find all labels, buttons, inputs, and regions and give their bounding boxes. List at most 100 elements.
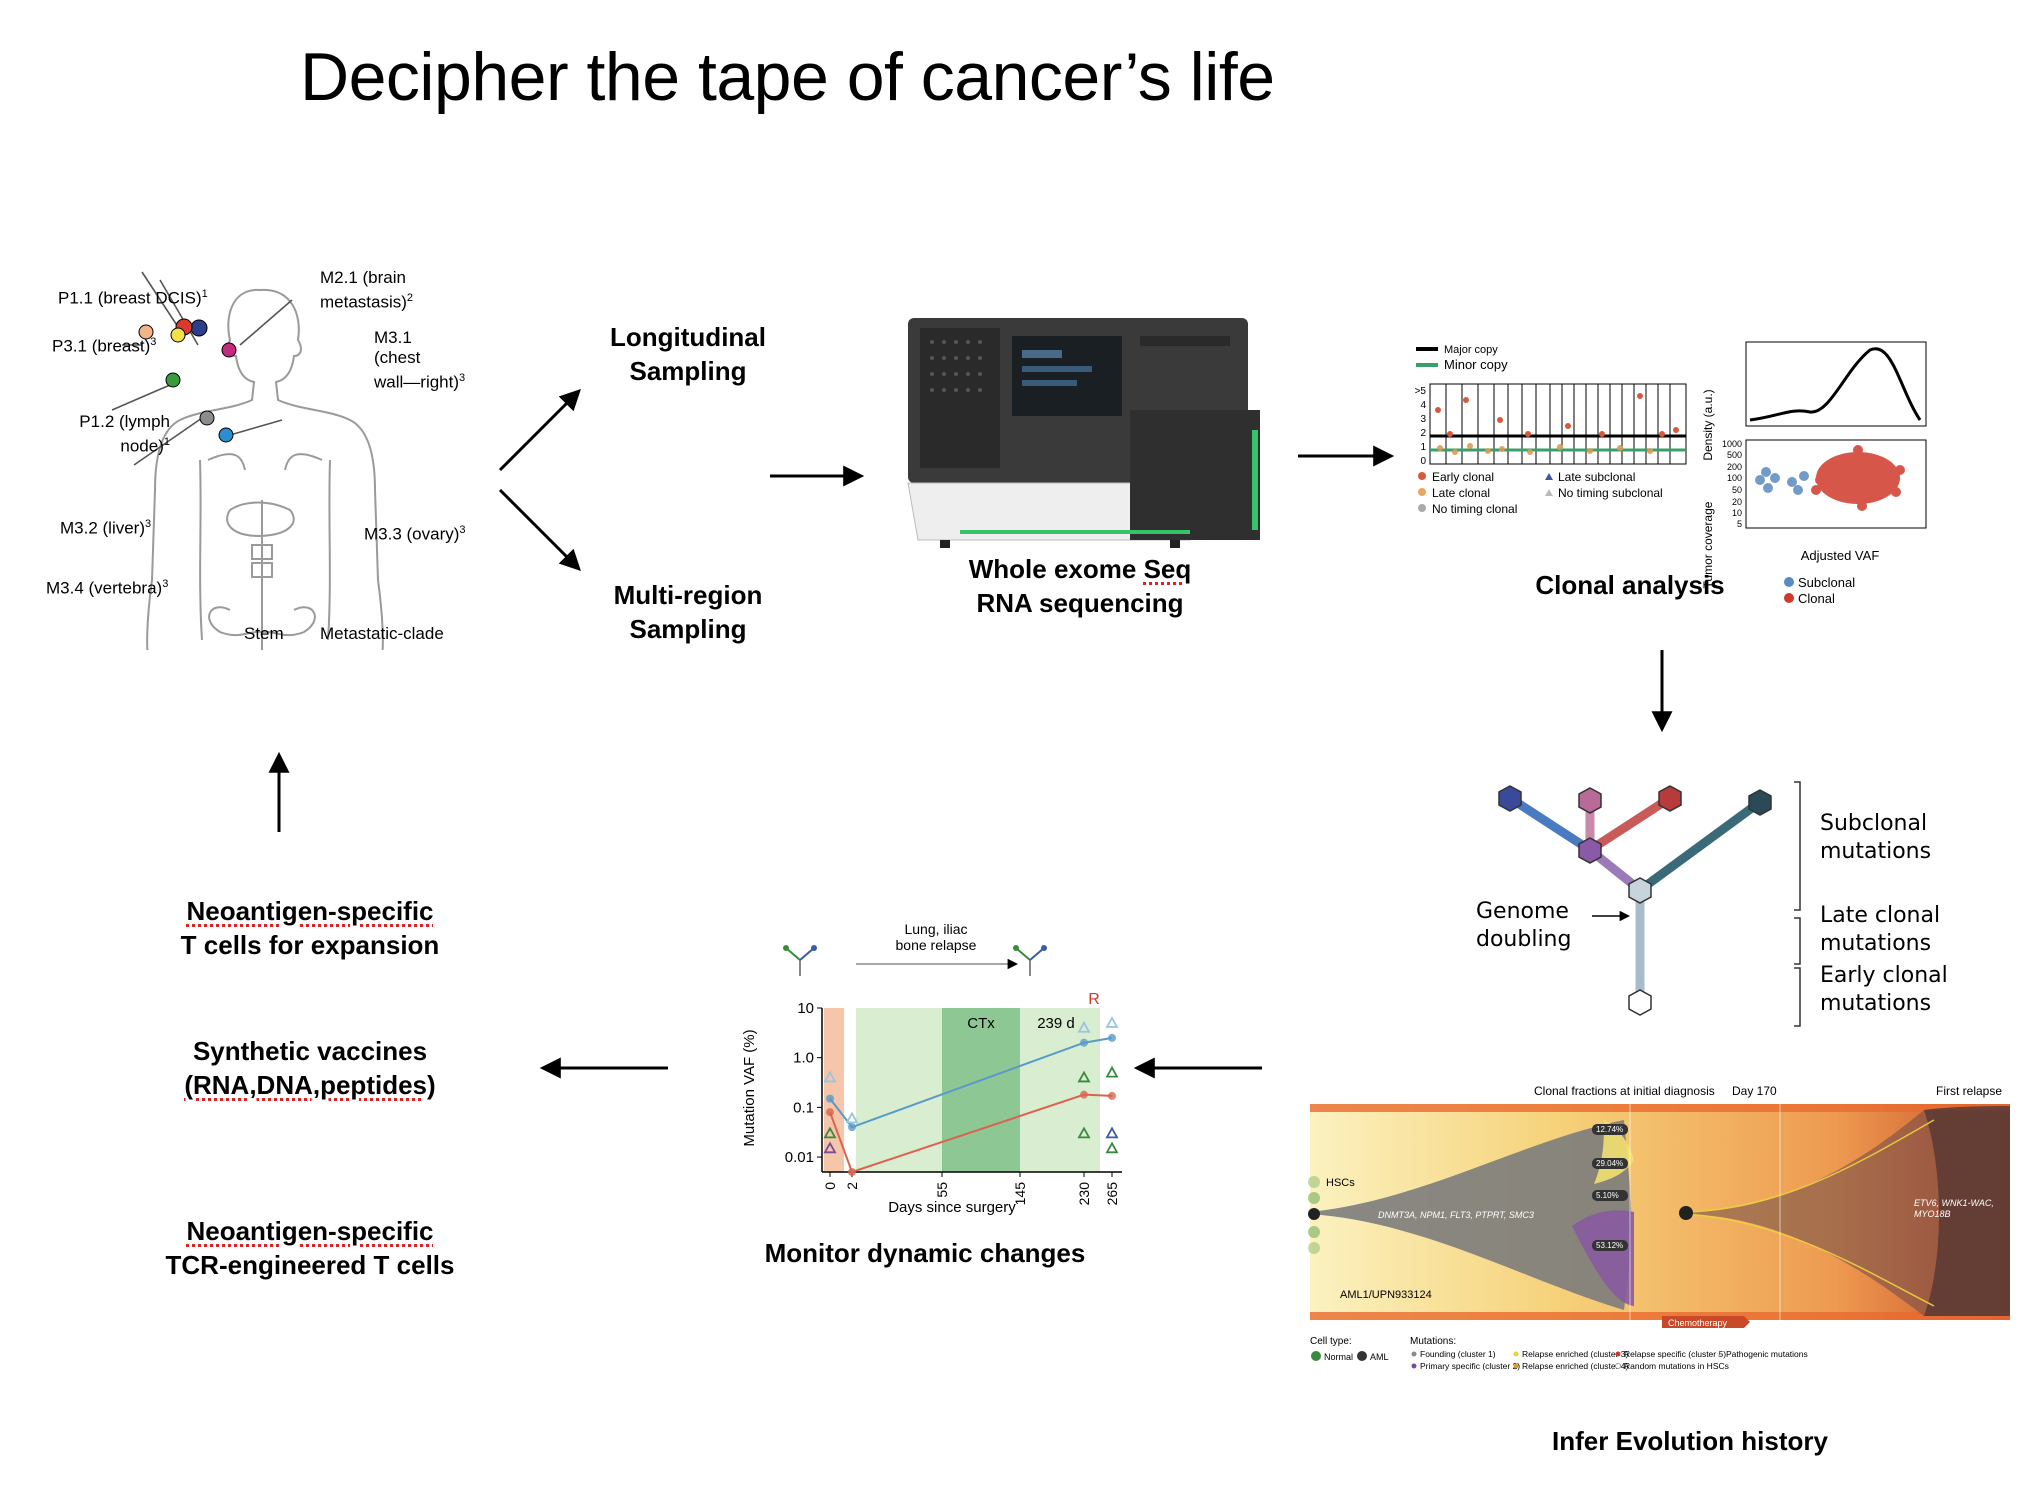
- early-clonal-label: Early clonal: [1432, 470, 1494, 484]
- early-clonal-line2: mutations: [1820, 991, 1932, 1016]
- tree-nodes: [1498, 785, 1772, 1016]
- legend-relapse5: Relapse specific (cluster 5): [1624, 1349, 1726, 1359]
- cn-tick-0: 0: [1420, 456, 1426, 467]
- multiregion-sampling-label: Multi-region Sampling: [588, 578, 788, 646]
- wes-line: Whole exome Seq: [930, 552, 1230, 586]
- liver-label: M3.2 (liver)3: [60, 518, 151, 539]
- longitudinal-line1: Longitudinal: [610, 322, 766, 352]
- variant-marker: [1077, 1126, 1091, 1139]
- x-tick-label: 2: [844, 1182, 860, 1190]
- copy-number-panel: [1429, 383, 1687, 465]
- vertebra-site-dot: [199, 410, 215, 426]
- fish-start-node: [1308, 1208, 1320, 1220]
- series-point-1: [848, 1168, 856, 1176]
- y-tick-label: 0.1: [793, 1099, 814, 1116]
- normal-legend: Normal: [1324, 1352, 1353, 1362]
- arrow-to-longitudinal: [498, 389, 581, 472]
- density-axis-label: Density (a.u.): [1701, 389, 1715, 460]
- legend-relapse4: Relapse enriched (cluster 4): [1522, 1361, 1628, 1371]
- vaf-ylabel: Mutation VAF (%): [741, 1029, 758, 1146]
- aml-legend: AML: [1370, 1352, 1389, 1362]
- coverage-axis-label: Tumor coverage: [1701, 501, 1715, 588]
- variant-marker: [1105, 1126, 1119, 1139]
- sequencer-grille: [920, 328, 1000, 468]
- cn-points: [1437, 443, 1653, 455]
- breast-text: P3.1 (breast): [52, 336, 151, 356]
- copy-number-yticks: >5 4 3 2 1 0: [1415, 386, 1427, 467]
- brain-label-sup: 2: [406, 292, 414, 304]
- late-subclonal-label: Late subclonal: [1558, 470, 1635, 484]
- multiregion-line1: Multi-region: [613, 580, 763, 610]
- subclonal-line1: Subclonal: [1820, 811, 1928, 836]
- cov-tick-20: 20: [1732, 497, 1742, 507]
- synthetic-vaccines-label: Synthetic vaccines (RNA,DNA,peptides): [130, 1034, 490, 1102]
- breast-dcis-sup: 1: [201, 288, 208, 300]
- late-clonal-label: Late clonal: [1432, 486, 1490, 500]
- legend-pathogenic: Pathogenic mutations: [1726, 1349, 1808, 1359]
- mutations-label: Mutations:: [1410, 1336, 1456, 1347]
- genome-line1: Genome: [1476, 899, 1569, 924]
- cn-tick-1: 1: [1420, 442, 1426, 453]
- vaccines-line1: Synthetic vaccines: [192, 1036, 428, 1066]
- variant-marker: [823, 1070, 837, 1083]
- brain-label-line1: M2.1 (brain: [320, 268, 406, 287]
- lymph-label-line2: node): [120, 436, 164, 456]
- breast-sup: 3: [150, 336, 157, 348]
- body-map-labels: M2.1 (brain metastasis)2 P1.1 (breast DC…: [30, 260, 500, 650]
- fishplot-figure: Clonal fractions at initial diagnosis Da…: [1308, 1084, 2010, 1371]
- clonal-analysis-figure: Major copy Minor copy >5 4 3 2 1 0 Early…: [1415, 341, 1927, 606]
- subclonal-line2: mutations: [1820, 839, 1932, 864]
- fish-header-day: Day 170: [1732, 1084, 1777, 1098]
- cn-tick-4: 4: [1420, 400, 1426, 411]
- major-copy-label: Major copy: [1444, 344, 1498, 356]
- x-tick-label: 230: [1076, 1182, 1092, 1206]
- series-point-0: [1108, 1033, 1116, 1042]
- y-tick-label: 10: [797, 1000, 814, 1017]
- breast-label: P3.1 (breast)3: [52, 336, 156, 357]
- series-point-0: [1080, 1038, 1088, 1047]
- monitor-caption: Monitor dynamic changes: [764, 1238, 1086, 1268]
- neo-expansion-line1: Neoantigen-specific: [186, 896, 434, 926]
- tcr-line2: TCR-engineered T cells: [165, 1250, 455, 1280]
- series-line-0: [829, 1036, 1113, 1129]
- early-clonal-mutations-label: Early clonal mutations: [1820, 962, 1948, 1018]
- tcr-line1: Neoantigen-specific: [186, 1216, 434, 1246]
- founding-clone: [1310, 1120, 1632, 1310]
- hscs-label: HSCs: [1326, 1177, 1355, 1189]
- legend-relapse3: Relapse enriched (cluster 3): [1522, 1349, 1628, 1359]
- chest-label-line3: wall—right): [374, 372, 460, 392]
- liver-sup: 3: [145, 518, 152, 530]
- density-curve: [1749, 347, 1922, 422]
- lymph-node-site-dot: [138, 324, 154, 340]
- ovary-sup: 3: [459, 524, 466, 536]
- chest-wall-label: M3.1 (chest wall—right)3: [374, 328, 465, 393]
- liver-text: M3.2 (liver): [60, 518, 146, 538]
- vertebra-sup: 3: [162, 578, 169, 590]
- fraction-12: 12.74%: [1596, 1125, 1623, 1134]
- wes-text: Whole exome: [968, 554, 1144, 584]
- vertebra-text: M3.4 (vertebra): [46, 578, 163, 598]
- fraction-53: 53.12%: [1596, 1241, 1623, 1250]
- cov-tick-500: 500: [1727, 450, 1742, 460]
- series-point-1: [1080, 1090, 1088, 1099]
- sequencing-label: Whole exome Seq RNA sequencing: [930, 552, 1230, 620]
- chest-wall-site-dot: [221, 342, 237, 358]
- variant-marker: [1077, 1070, 1091, 1083]
- mini-tree-left: [783, 945, 817, 976]
- variant-marker: [1105, 1065, 1119, 1078]
- variant-marker: [1105, 1141, 1119, 1154]
- vaccines-line2: (RNA,DNA,peptides): [184, 1070, 436, 1100]
- page-title: Decipher the tape of cancer’s life: [300, 39, 1275, 115]
- cov-tick-50: 50: [1732, 485, 1742, 495]
- tcr-engineered-label: Neoantigen-specific TCR-engineered T cel…: [130, 1214, 490, 1282]
- ovary-label: M3.3 (ovary)3: [364, 524, 466, 545]
- chest-label-line2: (chest: [374, 348, 421, 367]
- adjusted-vaf-label: Adjusted VAF: [1801, 548, 1880, 563]
- sequencer-screen: [1012, 336, 1122, 416]
- variant-marker: [823, 1126, 837, 1139]
- cn-points-early: [1435, 393, 1679, 437]
- series-point-1: [826, 1108, 834, 1117]
- cell-type-label: Cell type:: [1310, 1336, 1352, 1347]
- series-point-0: [826, 1094, 834, 1103]
- legend-founding: Founding (cluster 1): [1420, 1349, 1496, 1359]
